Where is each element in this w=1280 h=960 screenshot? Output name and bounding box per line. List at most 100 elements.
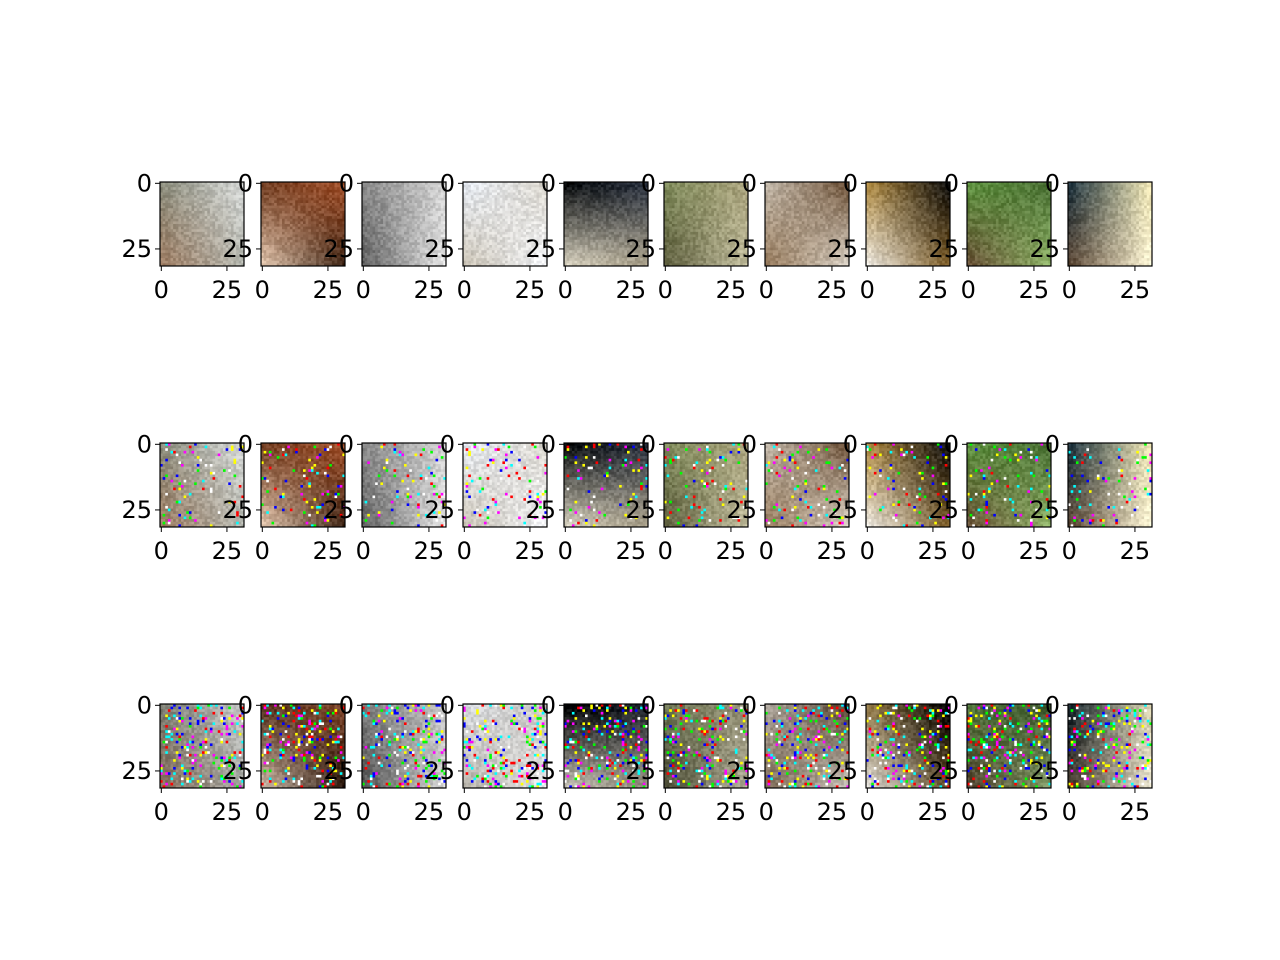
x-tick-label: 25 <box>616 798 647 826</box>
axes-frame <box>260 181 346 267</box>
x-tick-label: 0 <box>961 537 976 565</box>
y-tick-label: 0 <box>137 169 152 197</box>
x-tick-label: 0 <box>961 798 976 826</box>
y-tick-label: 25 <box>726 496 757 524</box>
axes-frame <box>966 442 1052 528</box>
x-tick-label: 25 <box>817 276 848 304</box>
x-tick-label: 25 <box>313 537 344 565</box>
y-tick-label: 25 <box>827 757 858 785</box>
y-tick-label: 0 <box>541 691 556 719</box>
x-tick-label: 0 <box>356 276 371 304</box>
x-tick-label: 0 <box>658 537 673 565</box>
x-tick-label: 0 <box>457 276 472 304</box>
y-tick-label: 25 <box>525 757 556 785</box>
x-tick-label: 0 <box>154 798 169 826</box>
y-tick-label: 0 <box>742 430 757 458</box>
x-tick-label: 0 <box>255 798 270 826</box>
x-tick-label: 0 <box>154 276 169 304</box>
y-tick-label: 0 <box>1045 430 1060 458</box>
x-tick-label: 25 <box>918 537 949 565</box>
y-tick-label: 25 <box>928 235 959 263</box>
y-tick-label: 25 <box>525 496 556 524</box>
x-tick-label: 25 <box>212 798 243 826</box>
x-tick-label: 0 <box>658 276 673 304</box>
y-tick-label: 0 <box>238 169 253 197</box>
y-tick-label: 25 <box>323 235 354 263</box>
y-tick-label: 25 <box>222 496 253 524</box>
y-tick-label: 25 <box>625 757 656 785</box>
axes-frame <box>663 181 749 267</box>
x-tick-label: 25 <box>616 537 647 565</box>
axes-frame <box>764 703 850 789</box>
axes-frame <box>663 442 749 528</box>
x-tick-label: 0 <box>1062 798 1077 826</box>
axes-frame <box>563 442 649 528</box>
x-tick-label: 0 <box>759 537 774 565</box>
x-tick-label: 0 <box>154 537 169 565</box>
y-tick-label: 25 <box>726 757 757 785</box>
axes-frame <box>1067 181 1153 267</box>
axes-frame <box>159 703 245 789</box>
axes-frame <box>764 181 850 267</box>
y-tick-label: 0 <box>944 430 959 458</box>
x-tick-label: 25 <box>918 798 949 826</box>
axes-frame <box>865 442 951 528</box>
x-tick-label: 25 <box>515 537 546 565</box>
axes-frame <box>1067 703 1153 789</box>
y-tick-label: 25 <box>625 235 656 263</box>
axes-frame <box>663 703 749 789</box>
axes-frame <box>462 181 548 267</box>
y-tick-label: 25 <box>928 757 959 785</box>
y-tick-label: 25 <box>827 235 858 263</box>
y-tick-label: 0 <box>339 430 354 458</box>
x-tick-label: 0 <box>1062 276 1077 304</box>
y-tick-label: 0 <box>137 430 152 458</box>
x-tick-label: 25 <box>212 537 243 565</box>
x-tick-label: 25 <box>817 798 848 826</box>
y-tick-label: 0 <box>843 430 858 458</box>
y-tick-label: 25 <box>323 496 354 524</box>
x-tick-label: 0 <box>860 276 875 304</box>
y-tick-label: 0 <box>541 430 556 458</box>
y-tick-label: 0 <box>944 169 959 197</box>
y-tick-label: 25 <box>1029 757 1060 785</box>
x-tick-label: 25 <box>313 276 344 304</box>
x-tick-label: 25 <box>414 798 445 826</box>
x-tick-label: 0 <box>457 537 472 565</box>
y-tick-label: 25 <box>424 235 455 263</box>
axes-frame <box>462 442 548 528</box>
x-tick-label: 0 <box>356 537 371 565</box>
x-tick-label: 0 <box>255 537 270 565</box>
y-tick-label: 25 <box>1029 235 1060 263</box>
y-tick-label: 0 <box>641 169 656 197</box>
y-tick-label: 0 <box>339 691 354 719</box>
axes-frame <box>764 442 850 528</box>
y-tick-label: 0 <box>641 691 656 719</box>
y-tick-label: 0 <box>339 169 354 197</box>
x-tick-label: 0 <box>658 798 673 826</box>
x-tick-label: 0 <box>457 798 472 826</box>
axes-frame <box>159 442 245 528</box>
y-tick-label: 0 <box>238 430 253 458</box>
x-tick-label: 0 <box>860 798 875 826</box>
x-tick-label: 25 <box>313 798 344 826</box>
y-tick-label: 25 <box>222 235 253 263</box>
x-tick-label: 25 <box>616 276 647 304</box>
